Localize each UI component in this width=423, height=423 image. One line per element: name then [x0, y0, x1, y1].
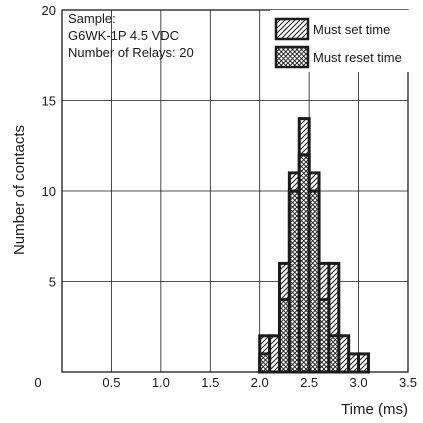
x-tick-label-3: 2.0	[251, 375, 269, 390]
y-tick-labels: 0 5 10 15 20	[34, 3, 56, 390]
y-tick-label-0: 0	[34, 375, 41, 390]
x-tick-label-4: 2.5	[300, 375, 318, 390]
x-tick-label-0: 0.5	[102, 375, 120, 390]
x-tick-label-6: 3.5	[399, 375, 417, 390]
annotation-line-1: Sample:	[68, 11, 116, 26]
y-tick-label-4: 20	[42, 3, 56, 18]
must-reset-time-bar-0	[258, 352, 272, 374]
must-set-time-bar-10	[357, 352, 370, 374]
x-tick-label-2: 1.5	[201, 375, 219, 390]
must-reset-time-bar-7	[327, 334, 341, 374]
legend: Must set time Must reset time	[270, 10, 420, 72]
sample-annotation: Sample: G6WK-1P 4.5 VDC Number of Relays…	[68, 11, 194, 60]
legend-swatch-must-reset-time	[274, 45, 310, 69]
legend-label-must-reset-time: Must reset time	[313, 50, 402, 65]
plot-frame	[61, 9, 409, 373]
y-tick-label-3: 15	[42, 94, 56, 109]
y-axis-label: Number of contacts	[11, 125, 28, 255]
legend-label-must-set-time: Must set time	[313, 22, 390, 37]
y-tick-label-2: 10	[42, 184, 56, 199]
x-tick-labels: 0.5 1.0 1.5 2.0 2.5 3.0 3.5	[102, 375, 417, 390]
annotation-line-3: Number of Relays: 20	[68, 45, 194, 60]
x-tick-label-1: 1.0	[152, 375, 170, 390]
series-must-reset-time	[258, 153, 341, 374]
x-tick-label-5: 3.0	[350, 375, 368, 390]
y-tick-label-1: 5	[49, 275, 56, 290]
legend-swatch-must-set-time	[274, 17, 310, 41]
x-axis-label: Time (ms)	[341, 401, 408, 418]
annotation-line-2: G6WK-1P 4.5 VDC	[68, 28, 179, 43]
